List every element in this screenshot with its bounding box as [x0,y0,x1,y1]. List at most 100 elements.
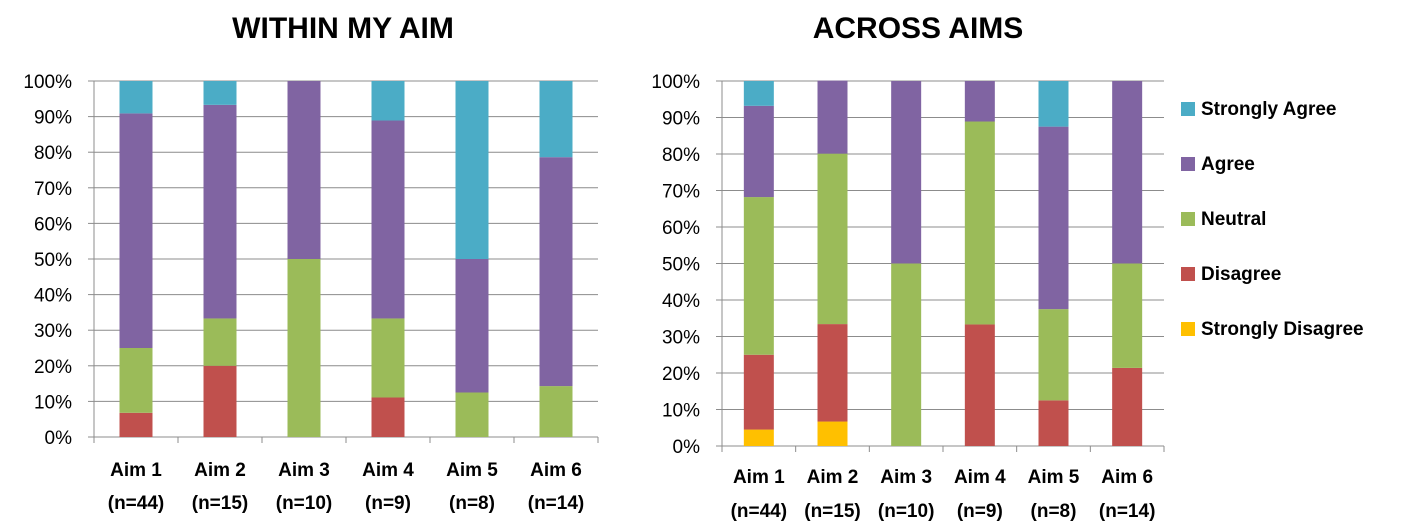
bar-segment-agree-aim-6 [1112,81,1143,264]
y-tick-label: 10% [34,392,72,413]
y-tick-label: 90% [34,108,72,129]
legend-label-strongly-disagree: Strongly Disagree [1201,319,1364,340]
x-tick-label: Aim 2 [194,460,246,481]
bar-segment-strongly-agree-aim-2 [203,81,237,105]
y-tick-label: 50% [34,250,72,271]
x-tick-label: Aim 1 [733,467,785,488]
bar-segment-disagree-aim-6 [1112,367,1143,446]
y-tick-label: 30% [34,321,72,342]
x-tick-label: Aim 6 [530,460,582,481]
bar-segment-disagree-aim-2 [817,324,848,422]
y-tick-label: 70% [662,182,700,203]
legend-label-neutral: Neutral [1201,209,1266,230]
x-tick-label: Aim 4 [954,467,1006,488]
x-tick-label: Aim 1 [110,460,162,481]
legend-swatch-disagree [1181,267,1195,281]
x-tick-label: Aim 3 [278,460,330,481]
x-tick-sublabel: (n=10) [276,493,333,514]
y-tick-label: 0% [673,437,701,458]
bar-segment-agree-aim-3 [287,81,321,259]
y-tick-label: 60% [34,214,72,235]
chart-within-my-aim: WITHIN MY AIM 0% 10% 20% 30% 40% 50% 60% 70% 80% 9… [23,12,599,514]
y-tick-label: 100% [651,72,700,93]
y-tick-label: 10% [662,401,700,422]
bar-segment-neutral-aim-3 [891,263,922,446]
x-tick-sublabel: (n=15) [192,493,249,514]
legend-label-strongly-agree: Strongly Agree [1201,99,1337,120]
x-tick-label: Aim 4 [362,460,414,481]
chart-across-aims: ACROSS AIMS 0% 10% 20% 30% 40% 50% 60% 70% 80% 90%… [651,12,1165,522]
bar-segment-neutral-aim-2 [203,318,237,366]
bar-segment-neutral-aim-6 [539,386,573,437]
bar-segment-neutral-aim-5 [1038,309,1069,401]
x-tick-sublabel: (n=9) [957,501,1003,522]
y-tick-label: 60% [662,218,700,239]
bar-segment-disagree-aim-5 [1038,400,1069,446]
bar-segment-agree-aim-6 [539,157,573,387]
bar-segment-neutral-aim-2 [817,153,848,325]
x-tick-label: Aim 5 [1028,467,1080,488]
bar-segment-strongly-agree-aim-6 [539,81,573,158]
y-tick-label: 50% [662,255,700,276]
x-tick-sublabel: (n=8) [449,493,495,514]
bar-segment-strongly-agree-aim-4 [371,81,405,121]
bar-segment-strongly-disagree-aim-1 [743,429,774,446]
bar-segment-agree-aim-4 [371,120,405,319]
chart-title: WITHIN MY AIM [232,12,454,45]
bar-segment-agree-aim-4 [964,81,995,122]
bar-segment-disagree-aim-1 [119,412,153,437]
y-tick-label: 70% [34,179,72,200]
x-tick-sublabel: (n=14) [528,493,585,514]
y-tick-label: 20% [34,357,72,378]
legend-swatch-strongly-disagree [1181,322,1195,336]
y-tick-label: 40% [662,291,700,312]
bar-segment-disagree-aim-2 [203,365,237,437]
x-tick-label: Aim 6 [1101,467,1153,488]
bar-segment-strongly-agree-aim-5 [1038,81,1069,127]
x-tick-sublabel: (n=15) [804,501,861,522]
bar-segment-agree-aim-5 [455,259,489,393]
bar-segment-disagree-aim-4 [964,324,995,446]
x-tick-label: Aim 2 [807,467,859,488]
legend-label-agree: Agree [1201,154,1255,175]
legend-swatch-strongly-agree [1181,102,1195,116]
y-tick-label: 80% [34,143,72,164]
y-tick-label: 20% [662,364,700,385]
bar-segment-agree-aim-3 [891,81,922,264]
x-tick-sublabel: (n=44) [731,501,788,522]
x-tick-sublabel: (n=14) [1099,501,1156,522]
bar-segment-neutral-aim-6 [1112,263,1143,368]
bar-segment-strongly-agree-aim-1 [743,81,774,106]
bar-segment-neutral-aim-3 [287,259,321,437]
bar-segment-neutral-aim-4 [964,121,995,325]
bar-segment-neutral-aim-1 [743,197,774,355]
bar-segment-strongly-agree-aim-5 [455,81,489,259]
x-tick-sublabel: (n=9) [365,493,411,514]
legend-swatch-agree [1181,157,1195,171]
y-tick-label: 100% [23,72,72,93]
x-tick-label: Aim 5 [446,460,498,481]
bar-segment-agree-aim-1 [119,113,153,349]
bar-segment-neutral-aim-4 [371,318,405,398]
bar-segment-agree-aim-5 [1038,126,1069,310]
x-tick-label: Aim 3 [880,467,932,488]
bar-segment-strongly-agree-aim-1 [119,81,153,114]
y-tick-label: 0% [45,428,73,449]
x-tick-sublabel: (n=8) [1031,501,1077,522]
x-tick-sublabel: (n=44) [108,493,165,514]
bar-segment-agree-aim-2 [203,104,237,319]
legend-label-disagree: Disagree [1201,264,1281,285]
y-tick-label: 40% [34,286,72,307]
bar-segment-disagree-aim-1 [743,354,774,430]
legend: Strongly Agree Agree Neutral Disagree Strong… [1181,99,1364,340]
x-tick-sublabel: (n=10) [878,501,935,522]
bar-segment-disagree-aim-4 [371,397,405,437]
bar-segment-neutral-aim-5 [455,392,489,437]
legend-swatch-neutral [1181,212,1195,226]
y-tick-label: 80% [662,145,700,166]
bar-segment-strongly-disagree-aim-2 [817,421,848,446]
y-tick-label: 30% [662,328,700,349]
bar-segment-agree-aim-2 [817,80,848,154]
chart-title: ACROSS AIMS [813,12,1024,45]
